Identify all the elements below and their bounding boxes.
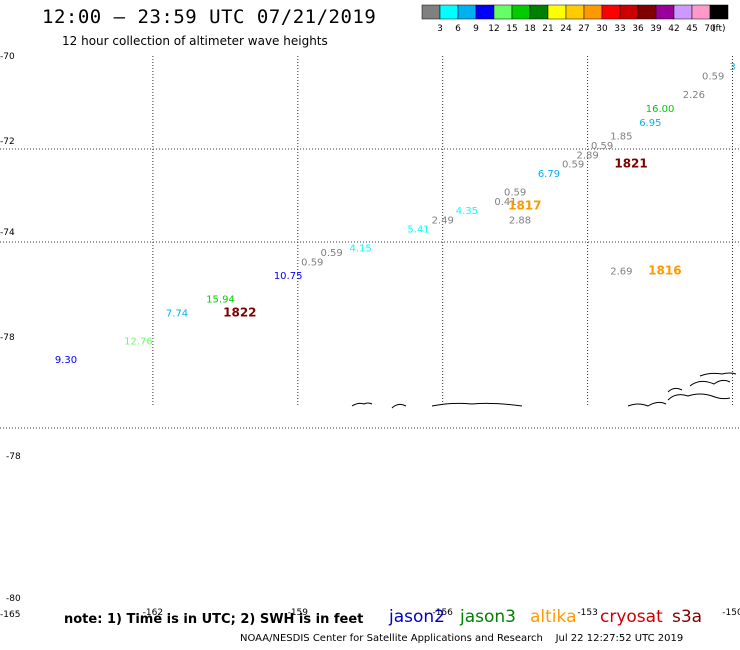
y-tick-label: -72 (0, 137, 15, 147)
swh-value: 6.79 (538, 169, 560, 180)
swh-value: 1.85 (610, 132, 632, 143)
swh-value: 2.69 (610, 267, 632, 278)
swh-value: 0.59 (702, 71, 724, 82)
corner-tick-label: -165 (0, 610, 20, 620)
color-scale-label: 36 (632, 24, 644, 34)
swh-value: 0.59 (562, 160, 584, 171)
swh-value: 2.89 (576, 150, 598, 161)
y-tick-label: -70 (0, 52, 15, 62)
swh-value: 10.75 (274, 271, 303, 282)
swh-value: 2.88 (509, 215, 531, 226)
swh-value: 3 (729, 62, 735, 73)
swh-value: 0.59 (320, 248, 342, 259)
time-label: 1821 (614, 157, 647, 171)
time-label: 1822 (223, 305, 256, 319)
credit-line: NOAA/NESDIS Center for Satellite Applica… (240, 633, 684, 644)
swh-value: 4.15 (349, 243, 371, 254)
color-scale-label: 70 (704, 24, 716, 34)
page-title: 12:00 — 23:59 UTC 07/21/2019 (42, 6, 377, 28)
page-subtitle: 12 hour collection of altimeter wave hei… (62, 34, 328, 48)
swh-value: 5.41 (407, 225, 429, 236)
units-note: note: 1) Time is in UTC; 2) SWH is in fe… (64, 612, 364, 627)
color-scale-label: 12 (488, 24, 499, 34)
color-scale-label: 30 (596, 24, 608, 34)
swh-value: 4.35 (456, 206, 478, 217)
color-scale-label: 9 (473, 24, 479, 34)
color-scale-label: (ft) (712, 24, 726, 34)
color-scale-label: 39 (650, 24, 662, 34)
y-tick-label: -78 (6, 452, 21, 462)
color-scale-label: 33 (614, 24, 625, 34)
swh-value: 6.95 (639, 118, 661, 129)
color-scale-label: 24 (560, 24, 572, 34)
swh-value: 15.94 (206, 294, 235, 305)
mission-s3a: s3a (672, 607, 703, 627)
swh-value: 0.59 (504, 188, 526, 199)
time-label: 1816 (648, 264, 681, 278)
mission-cryosat: cryosat (600, 607, 663, 627)
color-scale-label: 42 (668, 24, 679, 34)
x-tick-label: -162 (143, 608, 163, 618)
coastline (351, 372, 737, 409)
color-scale-label: 21 (542, 24, 553, 34)
time-label: 1817 (508, 198, 541, 212)
color-scale-label: 45 (686, 24, 697, 34)
swh-value: 2.26 (683, 90, 705, 101)
swh-value: 0.59 (301, 257, 323, 268)
mission-jason3: jason3 (460, 607, 516, 627)
color-scale-label: 18 (524, 24, 536, 34)
swh-value: 0.59 (591, 141, 613, 152)
swh-value: 9.30 (55, 355, 77, 366)
y-tick-label: -74 (0, 228, 15, 238)
mission-jason2: jason2 (389, 607, 445, 627)
x-tick-label: -153 (577, 608, 597, 618)
swh-value: 2.49 (432, 215, 454, 226)
color-scale-label: 6 (455, 24, 461, 34)
swh-value: 16.00 (646, 104, 675, 115)
x-tick-label: -150 (722, 608, 740, 618)
swh-value: 12.76 (124, 336, 153, 347)
color-scale-label: 27 (578, 24, 589, 34)
color-scale-label: 15 (506, 24, 517, 34)
x-tick-label: -156 (432, 608, 453, 618)
y-tick-label: -80 (6, 594, 21, 604)
y-tick-label: -78 (0, 333, 15, 343)
color-scale-legend: 3 6 9 12 15 18 21 24 27 30 33 36 39 42 45 70(ft) (421, 4, 729, 34)
color-scale-label: 3 (437, 24, 443, 34)
color-swatch (709, 4, 729, 20)
swh-value: 7.74 (166, 308, 188, 319)
swh-value: 0.41 (494, 197, 516, 208)
x-tick-label: -159 (288, 608, 309, 618)
mission-altika: altika (530, 607, 577, 627)
